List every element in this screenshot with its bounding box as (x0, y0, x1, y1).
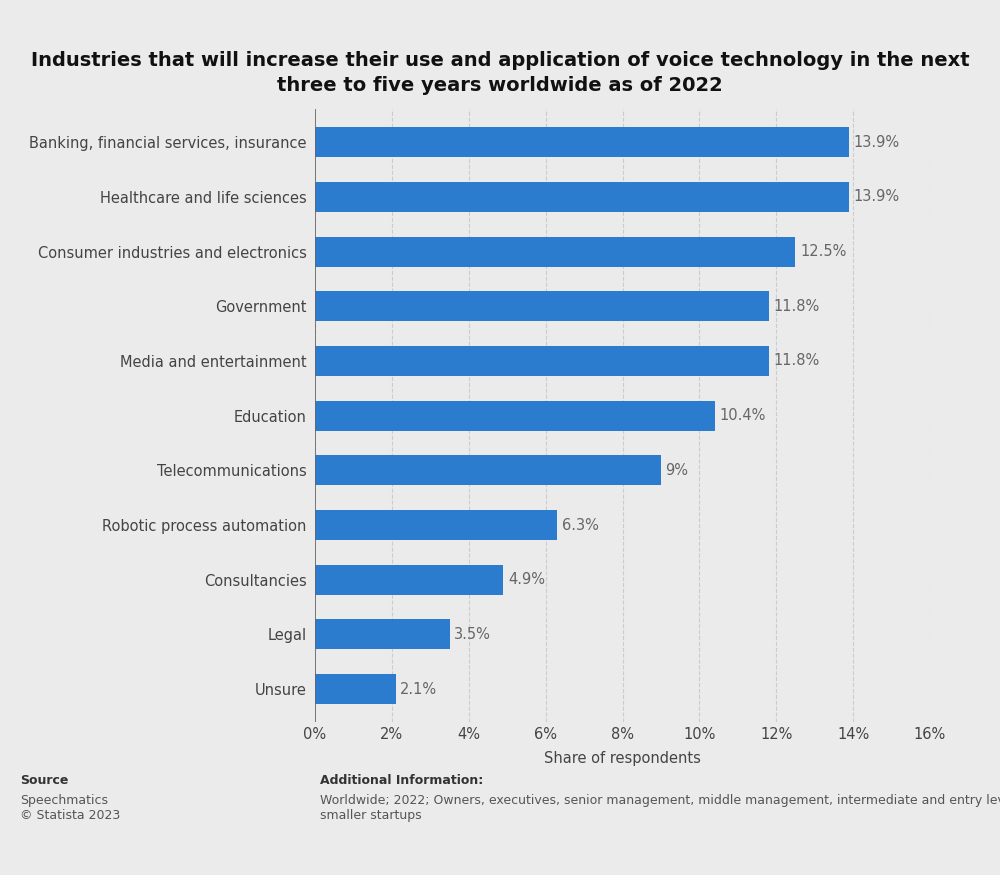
Text: Industries that will increase their use and application of voice technology in t: Industries that will increase their use … (31, 51, 969, 94)
Bar (315, 455, 661, 486)
Text: 12.5%: 12.5% (800, 244, 846, 259)
X-axis label: Share of respondents: Share of respondents (544, 751, 701, 766)
Text: 13.9%: 13.9% (854, 135, 900, 150)
Text: 11.8%: 11.8% (773, 298, 819, 314)
Text: 9%: 9% (666, 463, 689, 478)
Text: 11.8%: 11.8% (773, 354, 819, 368)
Bar (315, 510, 557, 540)
Bar (315, 674, 396, 704)
Bar (315, 236, 795, 267)
Text: 4.9%: 4.9% (508, 572, 545, 587)
Text: Additional Information:: Additional Information: (320, 774, 483, 788)
Text: 10.4%: 10.4% (719, 408, 766, 423)
Text: 13.9%: 13.9% (854, 189, 900, 205)
Text: Worldwide; 2022; Owners, executives, senior management, middle management, inter: Worldwide; 2022; Owners, executives, sen… (320, 794, 1000, 822)
Bar (315, 182, 849, 212)
Text: 6.3%: 6.3% (562, 517, 599, 533)
Bar (315, 291, 769, 321)
Bar (315, 620, 450, 649)
Bar (315, 127, 849, 158)
Bar (315, 564, 503, 595)
Bar (315, 346, 769, 376)
Bar (315, 401, 715, 430)
Text: 3.5%: 3.5% (454, 626, 491, 642)
Text: Speechmatics
© Statista 2023: Speechmatics © Statista 2023 (20, 794, 120, 822)
Text: Source: Source (20, 774, 68, 788)
Text: 2.1%: 2.1% (400, 682, 437, 696)
